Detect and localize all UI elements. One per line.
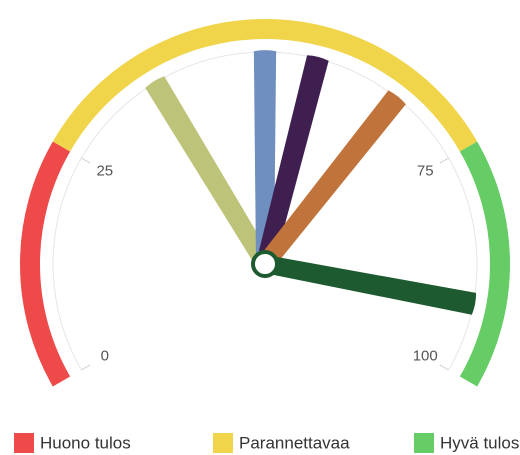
needle: [256, 55, 329, 278]
legend-label: Huono tulos: [40, 433, 131, 452]
tick-mark: [439, 157, 449, 164]
needle: [256, 90, 406, 275]
legend-swatch: [14, 433, 34, 453]
band: [20, 141, 71, 387]
tick-mark: [81, 364, 91, 371]
tick-label: 100: [413, 347, 438, 364]
tick-label: 75: [417, 162, 434, 179]
tick-label: 25: [96, 162, 113, 179]
pivot: [251, 250, 279, 278]
band: [52, 19, 478, 152]
tick-mark: [439, 364, 449, 371]
legend-label: Parannettavaa: [239, 433, 350, 452]
needle: [251, 255, 477, 315]
legend-swatch: [213, 433, 233, 453]
tick-mark: [81, 157, 91, 164]
needle: [145, 76, 273, 276]
band: [459, 141, 510, 387]
legend-label: Hyvä tulos: [440, 433, 519, 452]
legend-swatch: [414, 433, 434, 453]
tick-label: 0: [101, 347, 109, 364]
